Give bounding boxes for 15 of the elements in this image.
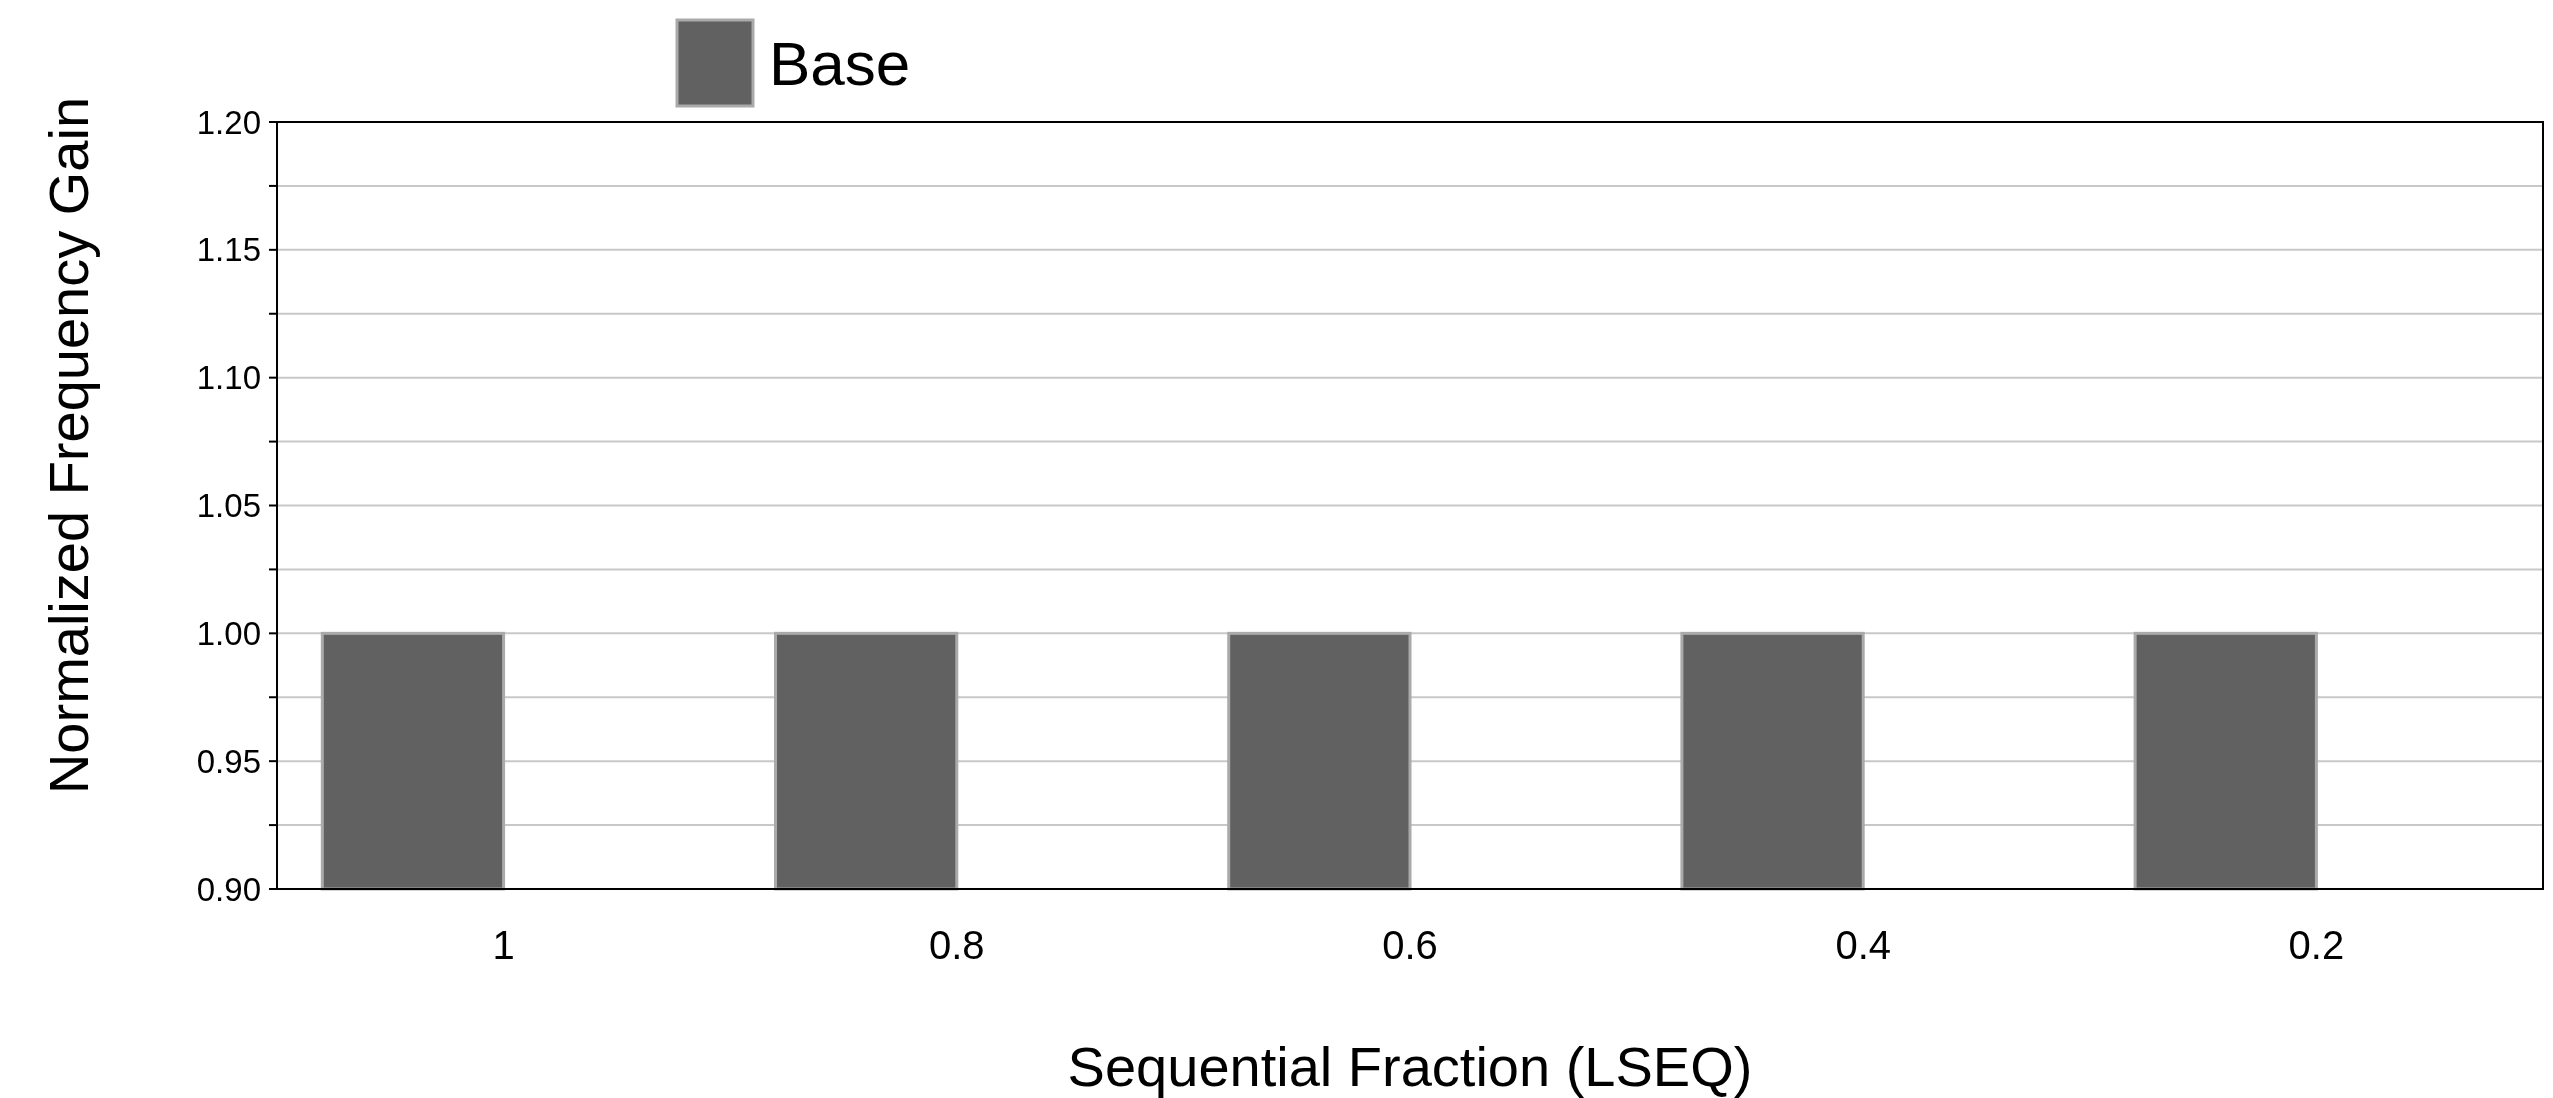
x-tick-label: 0.4 xyxy=(1835,923,1891,967)
y-tick-label: 1.20 xyxy=(196,103,261,141)
y-tick-label: 0.90 xyxy=(196,870,261,908)
y-tick-label: 1.05 xyxy=(196,487,261,525)
y-tick-label: 1.10 xyxy=(196,359,261,397)
y-tick-label: 0.95 xyxy=(196,742,261,780)
y-tick-label: 1.00 xyxy=(196,614,261,652)
y-tick-label: 1.15 xyxy=(196,231,261,269)
x-tick-label: 0.2 xyxy=(2288,923,2345,967)
y-axis-title: Normalized Frequency Gain xyxy=(37,96,100,795)
x-tick-label: 0.8 xyxy=(929,923,985,967)
x-tick-label: 1 xyxy=(492,923,515,967)
legend-label: Base xyxy=(769,28,911,98)
x-axis-title: Sequential Fraction (LSEQ) xyxy=(1067,1035,1753,1098)
x-tick-label: 0.6 xyxy=(1382,923,1438,967)
